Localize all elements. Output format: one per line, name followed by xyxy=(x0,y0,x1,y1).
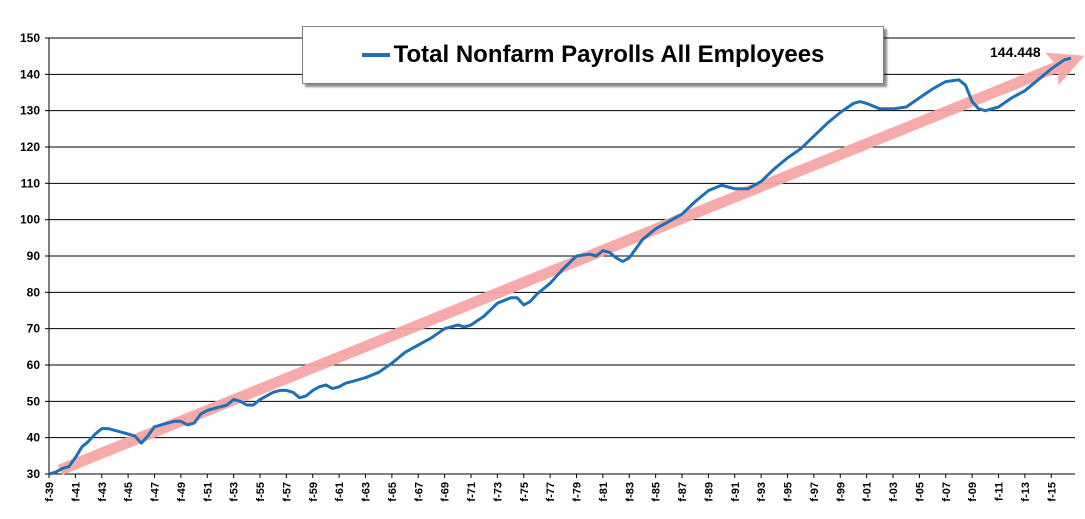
xtick-label: f-77 xyxy=(545,482,557,502)
xtick-label: f-09 xyxy=(967,482,979,502)
xtick-label: f-07 xyxy=(941,482,953,502)
xtick-label: f-73 xyxy=(492,482,504,502)
trend-arrow xyxy=(57,52,1085,476)
ytick-label: 50 xyxy=(27,394,41,408)
ytick-label: 60 xyxy=(27,358,41,372)
xtick-label: f-41 xyxy=(70,482,82,502)
ytick-label: 120 xyxy=(20,140,40,154)
xtick-label: f-61 xyxy=(334,482,346,502)
xtick-label: f-81 xyxy=(598,482,610,502)
xtick-label: f-15 xyxy=(1046,482,1058,502)
xtick-label: f-75 xyxy=(519,482,531,502)
xtick-label: f-59 xyxy=(308,482,320,502)
xtick-label: f-05 xyxy=(914,482,926,502)
xtick-label: f-87 xyxy=(677,482,689,502)
x-axis: f-39 f-41 f-43 f-45 f-47 f-49 f-51 f-53 f-55 f-57… xyxy=(44,473,1075,502)
xtick-label: f-49 xyxy=(176,482,188,502)
ytick-label: 150 xyxy=(20,31,40,45)
trend-arrow-line xyxy=(57,52,1085,476)
xtick-label: f-45 xyxy=(123,482,135,502)
xtick-label: f-13 xyxy=(1020,482,1032,502)
ytick-label: 140 xyxy=(20,67,40,81)
y-axis: 30 40 50 60 70 80 90 100 110 120 130 140 150 xyxy=(20,31,50,481)
series-line-0 xyxy=(48,56,1072,476)
xtick-label: f-83 xyxy=(624,482,636,502)
ytick-label: 110 xyxy=(21,176,41,190)
xtick-label: f-67 xyxy=(413,482,425,502)
ytick-label: 130 xyxy=(20,104,40,118)
xtick-label: f-51 xyxy=(202,482,214,502)
xtick-label: f-89 xyxy=(703,482,715,502)
xtick-label: f-01 xyxy=(862,482,874,502)
xtick-label: f-03 xyxy=(888,482,900,502)
xtick-label: f-99 xyxy=(835,482,847,502)
ytick-label: 80 xyxy=(27,285,41,299)
xtick-label: f-69 xyxy=(440,482,452,502)
xtick-label: f-57 xyxy=(281,482,293,502)
legend-swatch xyxy=(361,53,390,57)
xtick-label: f-11 xyxy=(994,482,1006,501)
last-value-label: 144.448 xyxy=(990,44,1041,60)
xtick-label: f-65 xyxy=(387,482,399,502)
ytick-label: 70 xyxy=(27,322,41,336)
series-layer xyxy=(48,56,1072,476)
xtick-label: f-85 xyxy=(651,482,663,502)
xtick-label: f-79 xyxy=(572,482,584,502)
xtick-label: f-47 xyxy=(150,482,162,502)
xtick-label: f-71 xyxy=(466,482,478,502)
xtick-label: f-53 xyxy=(229,482,241,502)
xtick-label: f-43 xyxy=(97,482,109,502)
legend-label: Total Nonfarm Payrolls All Employees xyxy=(393,41,825,68)
xtick-label: f-91 xyxy=(730,482,742,502)
xtick-label: f-93 xyxy=(756,482,768,502)
ytick-label: 40 xyxy=(27,431,41,445)
xtick-label: f-55 xyxy=(255,482,267,502)
xtick-label: f-39 xyxy=(44,482,56,502)
xtick-label: f-97 xyxy=(809,482,821,502)
legend: Total Nonfarm Payrolls All Employees xyxy=(302,26,884,84)
ytick-label: 100 xyxy=(20,213,40,227)
xtick-label: f-95 xyxy=(783,482,795,502)
xtick-label: f-63 xyxy=(361,482,373,502)
ytick-label: 90 xyxy=(27,249,41,263)
ytick-label: 30 xyxy=(27,467,41,481)
